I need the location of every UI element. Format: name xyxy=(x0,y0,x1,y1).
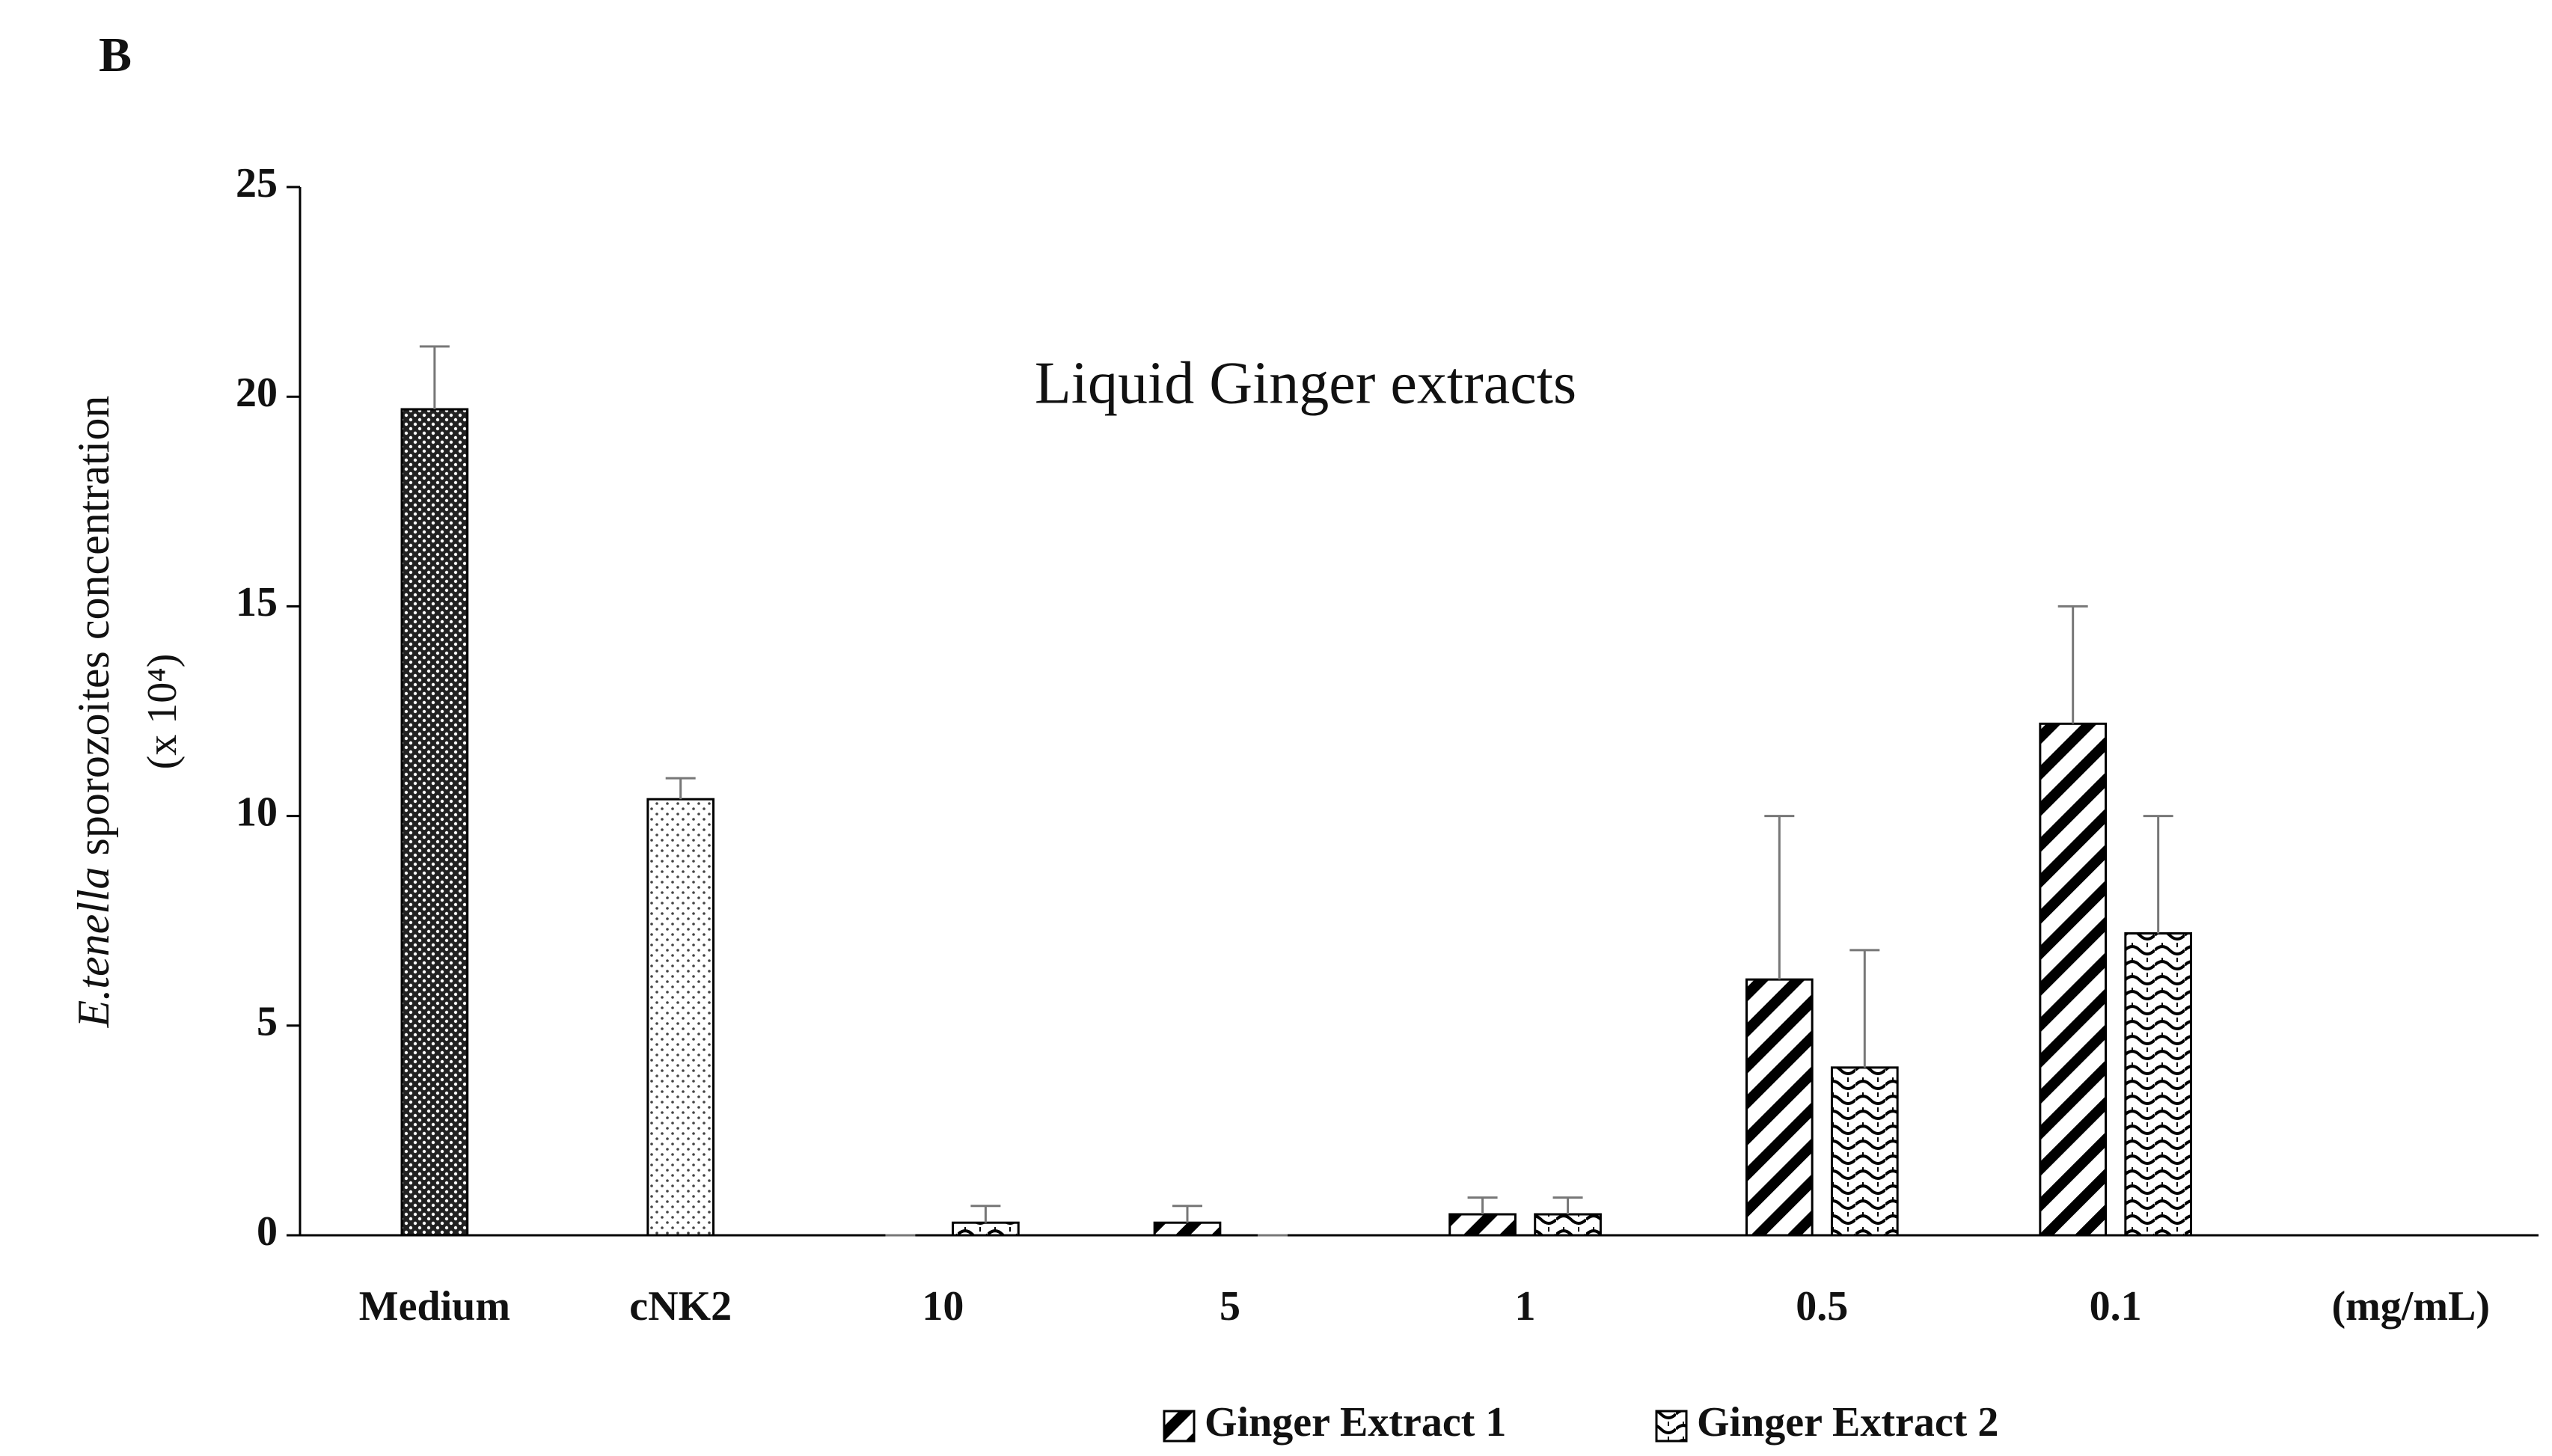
legend-swatch xyxy=(1163,1410,1196,1443)
error-bar xyxy=(970,1205,1001,1223)
error-bar xyxy=(1552,1196,1583,1214)
bar xyxy=(1448,1213,1517,1237)
error-bar xyxy=(665,777,696,800)
x-tick-label: 5 xyxy=(1220,1283,1240,1330)
x-tick-label: cNK2 xyxy=(629,1283,732,1330)
bar xyxy=(400,408,469,1237)
x-tick-label: Medium xyxy=(359,1283,510,1330)
error-bar xyxy=(2057,605,2088,724)
x-tick-label: 10 xyxy=(922,1283,964,1330)
legend-swatch xyxy=(1655,1410,1688,1443)
bar xyxy=(646,798,715,1237)
annotation: Liquid Ginger extracts xyxy=(1035,350,1576,416)
bar xyxy=(952,1221,1020,1237)
y-tick-label: 15 xyxy=(236,579,278,625)
y-tick-label: 0 xyxy=(257,1208,278,1255)
bar xyxy=(1534,1213,1602,1237)
legend-label: Ginger Extract 1 xyxy=(1205,1399,1506,1446)
error-bar xyxy=(1467,1196,1498,1214)
y-tick-label: 25 xyxy=(236,160,278,207)
legend-label: Ginger Extract 2 xyxy=(1697,1399,1998,1446)
bar xyxy=(1830,1066,1899,1237)
y-tick-label: 20 xyxy=(236,370,278,416)
x-tick-label: 0.1 xyxy=(2090,1283,2142,1330)
y-tick-label: 5 xyxy=(257,999,278,1045)
bar xyxy=(2124,932,2193,1237)
x-tick-label: 0.5 xyxy=(1796,1283,1848,1330)
legend: Ginger Extract 1 Ginger Extract 2 xyxy=(1163,1399,1998,1446)
error-bar xyxy=(1764,815,1795,980)
error-bar xyxy=(2143,815,2173,934)
error-bar xyxy=(1849,949,1880,1068)
y-axis-label-italic: E.tenella xyxy=(69,866,118,1028)
y-axis-unit: (x 10⁴) xyxy=(139,654,186,770)
error-bar xyxy=(1172,1205,1203,1223)
x-tick-label: 1 xyxy=(1515,1283,1536,1330)
x-unit-label: (mg/mL) xyxy=(2331,1283,2490,1330)
error-bar xyxy=(419,345,450,410)
bar xyxy=(2039,722,2108,1237)
bar xyxy=(1745,978,1814,1237)
y-axis-label-text: sporozoites concentration xyxy=(69,396,118,856)
bar xyxy=(1153,1221,1222,1237)
y-tick-label: 10 xyxy=(236,789,278,835)
y-axis-label: E.tenella sporozoites concentration xyxy=(69,396,118,1029)
panel-label: B xyxy=(99,28,132,82)
